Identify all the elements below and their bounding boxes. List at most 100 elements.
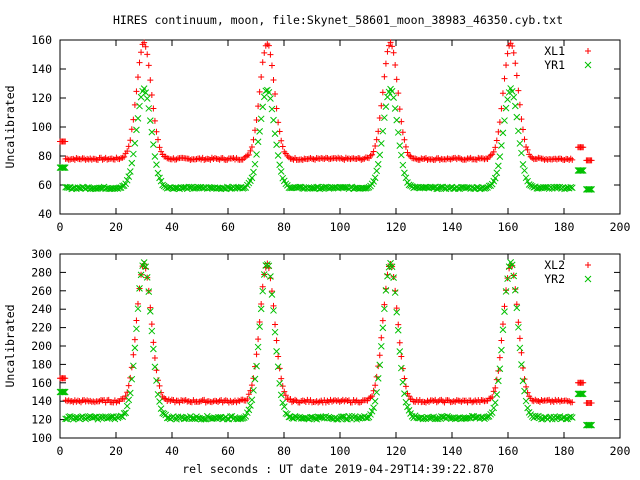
- data-point: [267, 273, 274, 280]
- data-point: [143, 274, 151, 281]
- data-point: [513, 72, 520, 79]
- data-point: [568, 184, 576, 192]
- data-point: [239, 396, 246, 403]
- data-point: [150, 339, 157, 346]
- data-point: [344, 397, 351, 404]
- data-point: [138, 49, 145, 56]
- y-tick-label: 40: [38, 207, 52, 221]
- chart-title: HIRES continuum, moon, file:Skynet_58601…: [113, 13, 563, 27]
- data-point: [373, 388, 381, 396]
- data-point: [247, 147, 254, 154]
- data-point: [125, 143, 132, 150]
- data-point: [248, 396, 256, 404]
- x-tick-label: 60: [221, 220, 235, 234]
- plot-frame: [59, 253, 621, 439]
- data-point: [133, 126, 140, 134]
- data-point: [399, 378, 407, 386]
- data-point: [245, 406, 253, 414]
- data-point: [378, 334, 385, 341]
- data-point: [384, 93, 391, 101]
- data-point: [59, 388, 67, 396]
- data-point: [148, 128, 156, 136]
- data-point: [151, 153, 159, 160]
- data-point: [244, 395, 251, 402]
- data-point: [156, 382, 163, 389]
- data-point: [150, 345, 157, 353]
- data-point: [370, 177, 377, 185]
- data-point: [133, 88, 140, 95]
- data-point: [259, 287, 267, 295]
- data-point: [140, 259, 148, 266]
- data-point: [119, 154, 126, 161]
- data-point: [381, 73, 388, 80]
- data-point: [511, 102, 519, 110]
- data-point: [91, 155, 98, 162]
- data-point: [369, 151, 376, 158]
- x-tick-label: 120: [386, 444, 407, 458]
- data-point: [84, 397, 91, 404]
- data-point: [588, 185, 595, 193]
- data-point: [337, 413, 345, 421]
- data-point: [406, 152, 413, 159]
- data-point: [399, 129, 406, 136]
- data-point: [376, 361, 384, 369]
- data-point: [529, 154, 536, 161]
- x-tick-label: 120: [386, 220, 407, 234]
- data-point: [393, 116, 401, 124]
- data-point: [577, 167, 585, 174]
- data-point: [588, 157, 595, 164]
- data-point: [587, 421, 594, 429]
- data-point: [273, 348, 280, 355]
- data-point: [272, 90, 279, 97]
- data-point: [384, 272, 391, 280]
- data-point: [523, 143, 530, 150]
- data-point: [137, 271, 145, 279]
- data-point: [239, 156, 246, 163]
- data-point: [272, 321, 279, 328]
- data-point: [386, 42, 392, 49]
- data-point: [248, 174, 256, 182]
- data-point: [126, 168, 134, 175]
- data-point: [261, 49, 268, 56]
- data-point: [145, 105, 153, 112]
- data-point: [496, 354, 503, 361]
- data-point: [569, 399, 576, 406]
- data-point: [515, 127, 522, 135]
- x-tick-label: 60: [221, 444, 235, 458]
- data-point: [156, 174, 163, 182]
- data-point: [214, 413, 222, 421]
- y-tick-label: 80: [38, 149, 52, 163]
- data-point: [353, 156, 360, 163]
- y-tick-label: 240: [31, 302, 52, 316]
- x-tick-label: 20: [109, 220, 123, 234]
- data-point: [62, 375, 69, 382]
- data-point: [271, 130, 279, 137]
- data-point: [372, 382, 379, 389]
- data-point: [154, 391, 162, 398]
- x-tick-label: 180: [554, 220, 575, 234]
- data-point: [499, 326, 507, 334]
- data-point: [153, 377, 160, 384]
- data-point: [510, 49, 517, 56]
- data-point: [498, 337, 505, 344]
- data-point: [198, 398, 205, 405]
- data-point: [580, 144, 587, 151]
- data-point: [157, 177, 165, 185]
- data-point: [125, 382, 132, 389]
- series-yr2: [56, 259, 595, 429]
- data-point: [376, 151, 384, 159]
- data-point: [384, 48, 391, 55]
- data-point: [145, 288, 153, 295]
- legend-label: YR2: [544, 272, 565, 286]
- data-point: [377, 140, 385, 147]
- data-point: [578, 390, 586, 398]
- data-point: [491, 399, 499, 406]
- x-tick-label: 20: [109, 444, 123, 458]
- data-point: [522, 397, 530, 405]
- data-point: [490, 148, 497, 155]
- legend-label: XL2: [544, 258, 565, 272]
- data-point: [396, 142, 404, 149]
- y-tick-label: 120: [31, 91, 52, 105]
- y-tick-label: 220: [31, 321, 52, 335]
- x-tick-label: 80: [277, 444, 291, 458]
